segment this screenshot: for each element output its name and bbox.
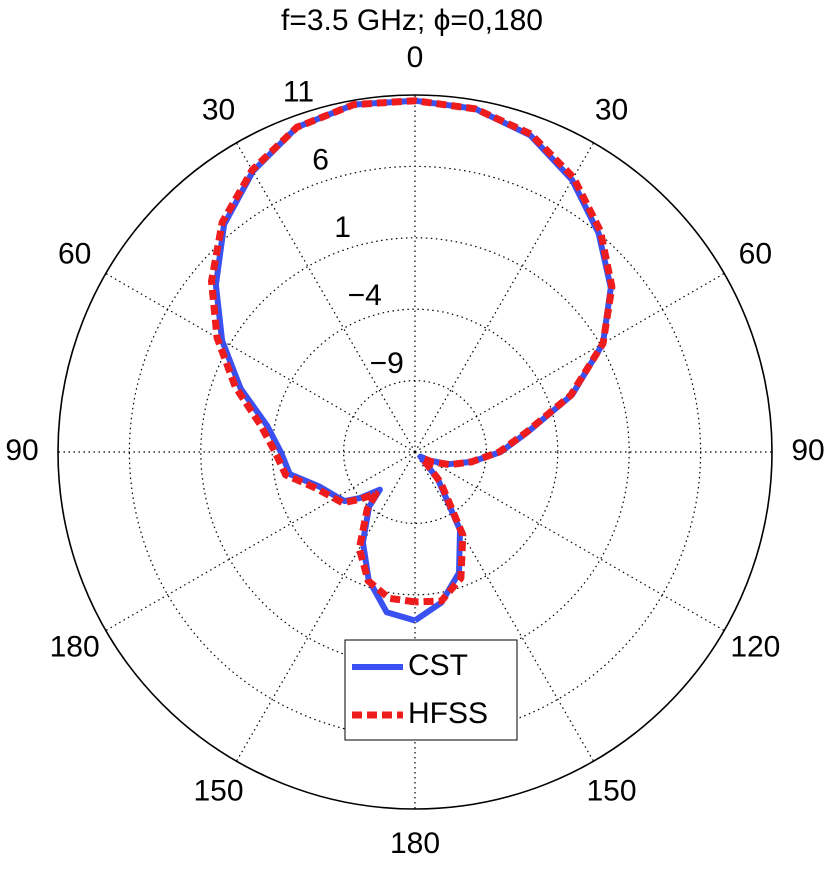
theta-tick-label: 90 xyxy=(5,434,38,467)
theta-tick-label: 60 xyxy=(739,237,772,270)
theta-tick-label: 150 xyxy=(586,774,636,807)
r-tick-label: −9 xyxy=(370,347,404,380)
series-line xyxy=(208,97,616,606)
legend-label: CST xyxy=(408,649,468,682)
grid-ring xyxy=(343,380,488,525)
theta-tick-label: 180 xyxy=(50,630,100,663)
theta-tick-label: 30 xyxy=(595,94,628,127)
theta-tick-label: 0 xyxy=(407,41,424,74)
outer-circle xyxy=(57,94,773,810)
grid-ring xyxy=(271,308,559,596)
theta-tick-label: 60 xyxy=(58,237,91,270)
legend: CST HFSS xyxy=(344,639,518,741)
r-tick-label: 1 xyxy=(334,211,351,244)
legend-label: HFSS xyxy=(408,697,488,730)
r-tick-label: 6 xyxy=(312,143,329,176)
theta-tick-label: 120 xyxy=(730,630,780,663)
grid-ring xyxy=(128,165,702,739)
r-tick-label: −4 xyxy=(348,279,382,312)
theta-tick-label: 90 xyxy=(791,434,824,467)
legend-box xyxy=(344,639,518,741)
theta-tick-label: 150 xyxy=(193,774,243,807)
r-tick-label: 11 xyxy=(283,75,314,108)
theta-tick-label: 30 xyxy=(202,94,235,127)
theta-tick-label: 180 xyxy=(390,827,440,860)
chart-title: f=3.5 GHz; ϕ=0,180 xyxy=(281,4,543,37)
